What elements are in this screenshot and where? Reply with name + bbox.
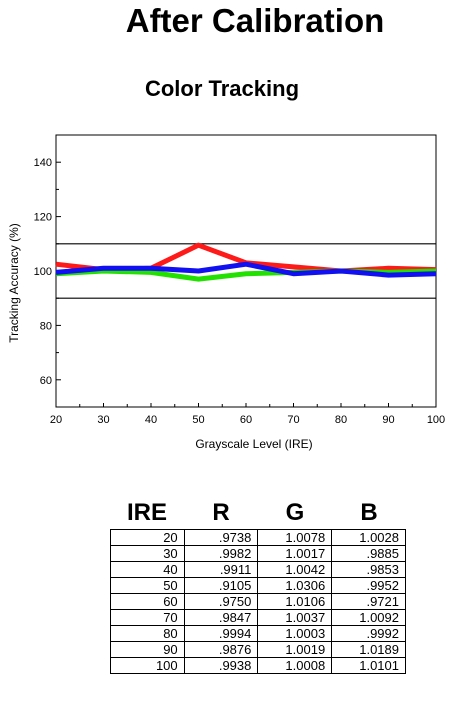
table-cell: .9952: [331, 577, 406, 594]
chart-title: Color Tracking: [144, 76, 300, 101]
color-tracking-chart: 60 80 100 120 140 20 30 40 50 60 70 80 90 100 Grayscal…: [7, 134, 445, 451]
table-cell: 1.0028: [331, 529, 406, 546]
y-tick-label: 80: [40, 320, 52, 332]
x-tick-label: 70: [287, 414, 299, 426]
x-tick-label: 60: [240, 414, 252, 426]
y-tick-label: 140: [34, 157, 52, 169]
table-cell: .9721: [331, 593, 406, 610]
table-row: 60.9750 1.0106.9721: [110, 593, 406, 610]
header-ire: IRE: [126, 499, 167, 526]
table-row: 70.9847 1.0037 1.0092: [110, 609, 406, 626]
x-tick-label: 20: [50, 414, 62, 426]
y-axis-label: Tracking Accuracy (%): [7, 223, 21, 343]
table-cell: 70: [110, 609, 185, 626]
x-tick-label: 30: [97, 414, 109, 426]
table-cell: .9853: [331, 561, 406, 578]
y-tick-label: 120: [34, 212, 52, 224]
table-cell: .9847: [183, 609, 259, 626]
x-tick-label: 50: [192, 414, 204, 426]
table-cell: 1.0042: [257, 561, 333, 578]
y-tick-label: 100: [34, 266, 52, 278]
table-cell: 1.0037: [257, 609, 333, 626]
table-cell: .9738: [183, 529, 259, 546]
table-cell: 1.0189: [331, 641, 406, 658]
blue-series-line: [55, 261, 437, 278]
table-cell: 100: [110, 657, 185, 674]
table-cell: 50: [110, 577, 185, 594]
table-cell: .9938: [183, 657, 259, 674]
table-row: 40.9911 1.0042.9853: [110, 561, 406, 578]
table-cell: .9982: [183, 545, 259, 562]
table-row: 30.9982 1.0017.9885: [110, 545, 406, 562]
x-tick-label: 90: [382, 414, 394, 426]
table-row: 90.9876 1.0019 1.0189: [110, 641, 406, 658]
table-cell: .9105: [183, 577, 259, 594]
table-cell: 1.0092: [331, 609, 406, 626]
header-g: G: [285, 499, 305, 526]
table-cell: 1.0017: [257, 545, 333, 562]
table-cell: .9885: [331, 545, 406, 562]
calibration-table: IRE R G B 20.9738 1.0078 1.0028 30.9982 1.00…: [110, 497, 406, 674]
table-cell: .9994: [183, 625, 259, 642]
table-cell: 1.0003: [257, 625, 333, 642]
table-row: 100.9938 1.0008 1.0101: [110, 657, 406, 674]
table-cell: 40: [110, 561, 185, 578]
table-cell: 90: [110, 641, 185, 658]
page-title: After Calibration: [125, 2, 385, 39]
table-cell: 1.0078: [257, 529, 333, 546]
table-cell: 60: [110, 593, 185, 610]
table-cell: 80: [110, 625, 185, 642]
table-row: 50.9105 1.0306.9952: [110, 577, 406, 594]
table-cell: 20: [110, 529, 185, 546]
x-axis-label: Grayscale Level (IRE): [195, 437, 312, 451]
x-tick-label: 40: [145, 414, 157, 426]
x-tick-label: 100: [427, 414, 445, 426]
header-b: B: [360, 499, 378, 526]
table-cell: 1.0008: [257, 657, 333, 674]
table-row: 20.9738 1.0078 1.0028: [110, 529, 406, 546]
table-cell: .9992: [331, 625, 406, 642]
table-cell: .9911: [183, 561, 259, 578]
table-body: 20.9738 1.0078 1.0028 30.9982 1.0017.9885 40.…: [110, 529, 406, 674]
y-tick-label: 60: [40, 375, 52, 387]
table-cell: 1.0106: [257, 593, 333, 610]
x-tick-label: 80: [335, 414, 347, 426]
table-cell: 1.0306: [257, 577, 333, 594]
table-cell: 1.0019: [257, 641, 333, 658]
table-cell: .9750: [183, 593, 259, 610]
table-cell: 1.0101: [331, 657, 406, 674]
table-header: IRE R G B: [110, 497, 406, 529]
table-row: 80.9994 1.0003.9992: [110, 625, 406, 642]
header-r: R: [212, 499, 230, 526]
table-cell: .9876: [183, 641, 259, 658]
table-cell: 30: [110, 545, 185, 562]
